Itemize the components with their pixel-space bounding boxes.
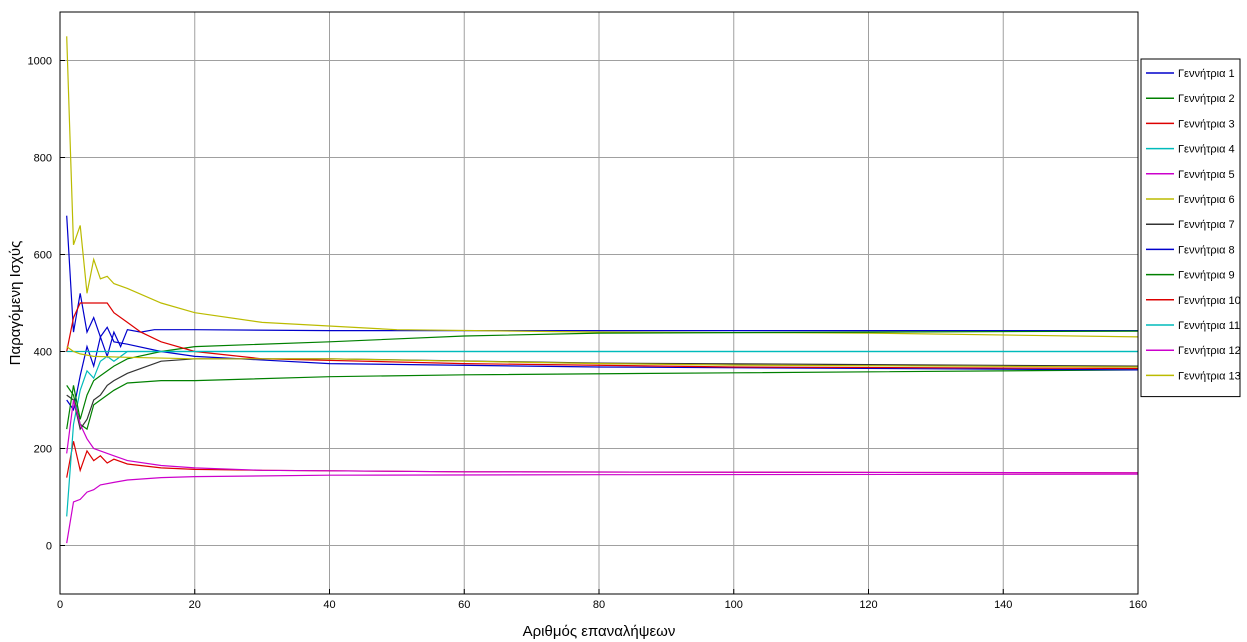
legend-label: Γεννήτρια 13 [1178,370,1241,382]
y-tick-label: 400 [34,347,52,359]
series-lines [66,36,1139,544]
series-line [66,36,1139,338]
y-tick-label: 800 [34,153,52,165]
series-line [66,330,1139,430]
x-tick-label: 160 [1129,599,1147,611]
x-tick-label: 140 [994,599,1012,611]
tick-labels: 0 20 40 60 80 100 120 140 160 0 200 400 600 800 1000 [28,56,1148,612]
legend-label: Γεννήτρια 9 [1178,270,1235,282]
x-tick-label: 100 [725,599,743,611]
x-tick-label: 40 [323,599,335,611]
series-line [66,302,1139,370]
y-tick-label: 200 [34,444,52,456]
x-tick-label: 80 [593,599,605,611]
x-tick-label: 20 [189,599,201,611]
legend-label: Γεννήτρια 8 [1178,244,1235,256]
legend-label: Γεννήτρια 10 [1178,295,1241,307]
y-tick-label: 0 [46,541,52,553]
series-line [66,215,1139,371]
legend-box [1140,58,1241,398]
legend: Γεννήτρια 1 Γεννήτρια 2 Γεννήτρια 3 Γεννήτρ… [1140,58,1241,398]
x-tick-label: 120 [859,599,877,611]
series-line [66,369,1139,431]
x-axis-label: Αριθμός επαναλήψεων [523,623,676,640]
legend-label: Γεννήτρια 4 [1178,144,1235,156]
legend-label: Γεννήτρια 6 [1178,194,1235,206]
legend-label: Γεννήτρια 5 [1178,169,1235,181]
x-tick-label: 60 [458,599,470,611]
series-line [66,399,1139,474]
y-tick-label: 600 [34,250,52,262]
x-tick-label: 0 [57,599,63,611]
legend-label: Γεννήτρια 7 [1178,219,1235,231]
y-axis-label: Παραγόμενη Ισχύς [7,241,24,366]
series-line [66,346,1139,368]
legend-label: Γεννήτρια 12 [1178,345,1241,357]
legend-label: Γεννήτρια 2 [1178,93,1235,105]
series-line [66,329,1138,412]
legend-label: Γεννήτρια 11 [1178,320,1240,332]
series-line [66,473,1139,544]
y-tick-label: 1000 [28,56,52,68]
legend-label: Γεννήτρια 1 [1178,68,1235,80]
legend-label: Γεννήτρια 3 [1178,118,1235,130]
